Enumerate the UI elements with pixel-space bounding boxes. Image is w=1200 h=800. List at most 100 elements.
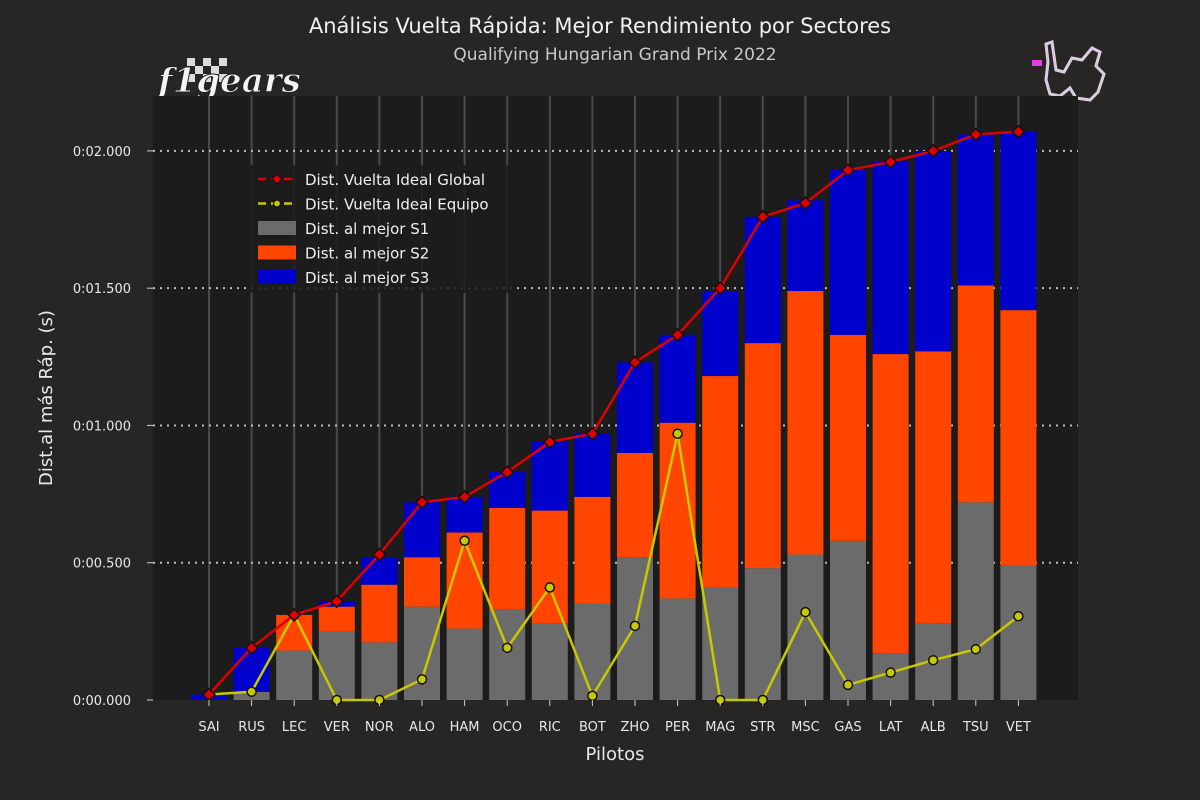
x-tick-label: GAS: [834, 720, 861, 735]
data-point-circle: [885, 667, 896, 678]
data-point-circle: [629, 620, 641, 632]
bar-segment: [787, 290, 824, 555]
bar-segment: [957, 502, 994, 700]
bar-segment: [744, 343, 781, 569]
x-tick-label: TSU: [962, 720, 989, 735]
x-tick-label: VER: [324, 720, 350, 735]
x-tick-label: ALO: [409, 720, 435, 735]
bar-segment: [361, 557, 398, 585]
bar-segment: [617, 452, 653, 558]
legend-bar-swatch: [258, 245, 296, 260]
legend-label: Dist. al mejor S3: [305, 269, 429, 287]
legend-label: Dist. al mejor S1: [305, 220, 429, 238]
data-point-diamond: [542, 434, 557, 449]
legend-label: Dist. Vuelta Ideal Global: [305, 171, 485, 189]
y-tick-label: 0:00.500: [73, 557, 131, 572]
x-axis-label: Pilotos: [586, 744, 645, 765]
bar-segment: [574, 603, 611, 700]
x-tick-label: VET: [1006, 720, 1031, 735]
bar-segment: [659, 334, 696, 423]
data-point-diamond: [372, 547, 387, 562]
x-tick-label: ZHO: [621, 720, 650, 735]
bar-segment: [830, 540, 866, 700]
series-line: [208, 433, 1020, 702]
checkered-flag-icon: [187, 58, 227, 82]
bar-segment: [404, 502, 440, 558]
bar-segment: [872, 161, 909, 355]
y-tick-label: 0:00.000: [73, 694, 131, 709]
logo-text: f1gears: [156, 61, 301, 101]
bar-segment: [1000, 565, 1037, 700]
data-point-diamond: [840, 163, 856, 178]
x-tick-label: MAG: [705, 720, 735, 735]
track-map-icon: [1032, 40, 1106, 103]
x-tick-label: PER: [665, 720, 690, 735]
bar-segment: [276, 650, 313, 700]
bar-segment: [1000, 310, 1037, 566]
data-point-diamond: [457, 489, 472, 504]
legend-label: Dist. al mejor S2: [305, 245, 429, 263]
bar-segment: [318, 631, 355, 700]
chart-subtitle: Qualifying Hungarian Grand Prix 2022: [453, 45, 777, 65]
y-tick-label: 0:02.000: [73, 145, 131, 160]
legend-bar-swatch: [258, 270, 296, 284]
bar-segment: [361, 642, 398, 700]
f1gears-logo: f1gears: [156, 58, 301, 102]
axes: 0:00.000 0:00.500 0:01.000 0:01.500 0:02.000…: [73, 145, 1031, 735]
x-tick-label: LEC: [282, 720, 307, 735]
data-point-diamond: [798, 196, 813, 211]
y-axis-label: Dist.al más Ráp. (s): [36, 310, 57, 486]
data-point-diamond: [713, 281, 728, 296]
bar-segment: [659, 598, 696, 700]
x-tick-label: HAM: [450, 720, 480, 735]
data-point-circle: [800, 606, 811, 618]
legend-marker: [271, 173, 283, 185]
bar-segment: [318, 606, 355, 632]
bar-segment: [957, 134, 994, 286]
data-point-diamond: [244, 640, 259, 655]
data-point-diamond: [883, 154, 898, 169]
bar-segment: [744, 568, 781, 700]
x-tick-label: ALB: [921, 720, 946, 735]
bar-segment: [574, 433, 611, 497]
bar-segment: [702, 376, 739, 588]
data-point-circle: [842, 679, 854, 691]
bar-segment: [830, 170, 866, 335]
data-point-circle: [544, 582, 556, 593]
data-point-diamond: [287, 607, 302, 622]
bar-segment: [404, 557, 440, 607]
bar-segment: [1000, 131, 1037, 311]
bar-segment: [702, 290, 739, 377]
bar-segment: [830, 334, 866, 541]
data-point-diamond: [414, 495, 430, 510]
data-point-diamond: [500, 465, 515, 480]
data-point-circle: [970, 643, 982, 655]
bar-segment: [787, 200, 824, 291]
bar-segment: [489, 507, 526, 610]
y-tick-label: 0:01.500: [73, 282, 131, 297]
data-point-diamond: [968, 127, 983, 142]
bar-segment: [531, 623, 568, 700]
x-tick-label: SAI: [198, 720, 219, 735]
x-tick-label: OCO: [492, 720, 522, 735]
bar-segment: [446, 628, 483, 700]
data-point-diamond: [1011, 124, 1026, 139]
data-point-diamond: [585, 426, 600, 441]
bar-segment: [872, 354, 909, 654]
bar-segment: [489, 609, 526, 700]
bar-segment: [361, 584, 398, 643]
bar-segment: [915, 150, 952, 352]
data-point-diamond: [329, 594, 344, 609]
legend-label: Dist. Vuelta Ideal Equipo: [305, 196, 489, 214]
data-point-diamond: [670, 327, 685, 342]
legend-marker: [272, 199, 282, 208]
line-series: [201, 124, 1026, 706]
bar-segment: [915, 351, 952, 624]
chart-title: Análisis Vuelta Rápida: Mejor Rendimient…: [308, 14, 892, 38]
x-tick-label: RUS: [238, 720, 265, 735]
x-tick-label: MSC: [791, 720, 820, 735]
data-point-circle: [416, 674, 428, 685]
x-tick-label: STR: [750, 720, 775, 735]
data-point-circle: [927, 654, 939, 666]
data-point-circle: [587, 690, 598, 702]
